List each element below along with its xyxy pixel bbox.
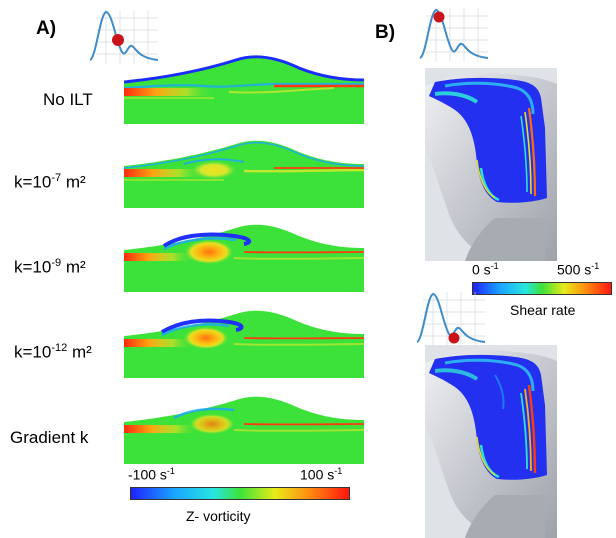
time-marker-icon <box>112 34 124 46</box>
panel-b-label: B) <box>375 22 396 43</box>
waveform-thumbnail-a <box>89 9 159 65</box>
vorticity-plot-k-1e-9 <box>124 224 364 292</box>
panel-a-label: A) <box>36 18 57 39</box>
vorticity-plot-k-1e-7 <box>124 140 364 208</box>
shear-rate-render-bottom <box>425 345 557 538</box>
row-label-k-1e-12: k=10-12 m² <box>14 342 92 362</box>
time-marker-icon <box>433 11 445 23</box>
shear-colorbar-caption: Shear rate <box>510 302 576 318</box>
shear-colorbar <box>472 282 612 295</box>
vorticity-colorbar-max: 100 s-1 <box>300 466 343 483</box>
vorticity-plot-no-ilt <box>124 55 364 124</box>
vorticity-plot-k-1e-12 <box>124 310 364 378</box>
shear-rate-render-top <box>425 68 557 261</box>
waveform-thumbnail-b-top <box>419 7 489 63</box>
time-marker-icon <box>448 332 460 344</box>
vorticity-colorbar <box>130 487 350 500</box>
shear-colorbar-min: 0 s-1 <box>472 261 499 278</box>
shear-colorbar-max: 500 s-1 <box>557 261 600 278</box>
vorticity-colorbar-caption: Z- vorticity <box>186 508 251 524</box>
vorticity-plot-gradient-k <box>124 396 364 464</box>
row-label-k-1e-9: k=10-9 m² <box>14 257 86 277</box>
waveform-thumbnail-b-bottom <box>416 291 486 347</box>
row-label-k-1e-7: k=10-7 m² <box>14 172 86 192</box>
row-label-no-ilt: No ILT <box>43 90 93 109</box>
vorticity-colorbar-min: -100 s-1 <box>128 466 175 483</box>
row-label-gradient-k: Gradient k <box>10 428 89 447</box>
